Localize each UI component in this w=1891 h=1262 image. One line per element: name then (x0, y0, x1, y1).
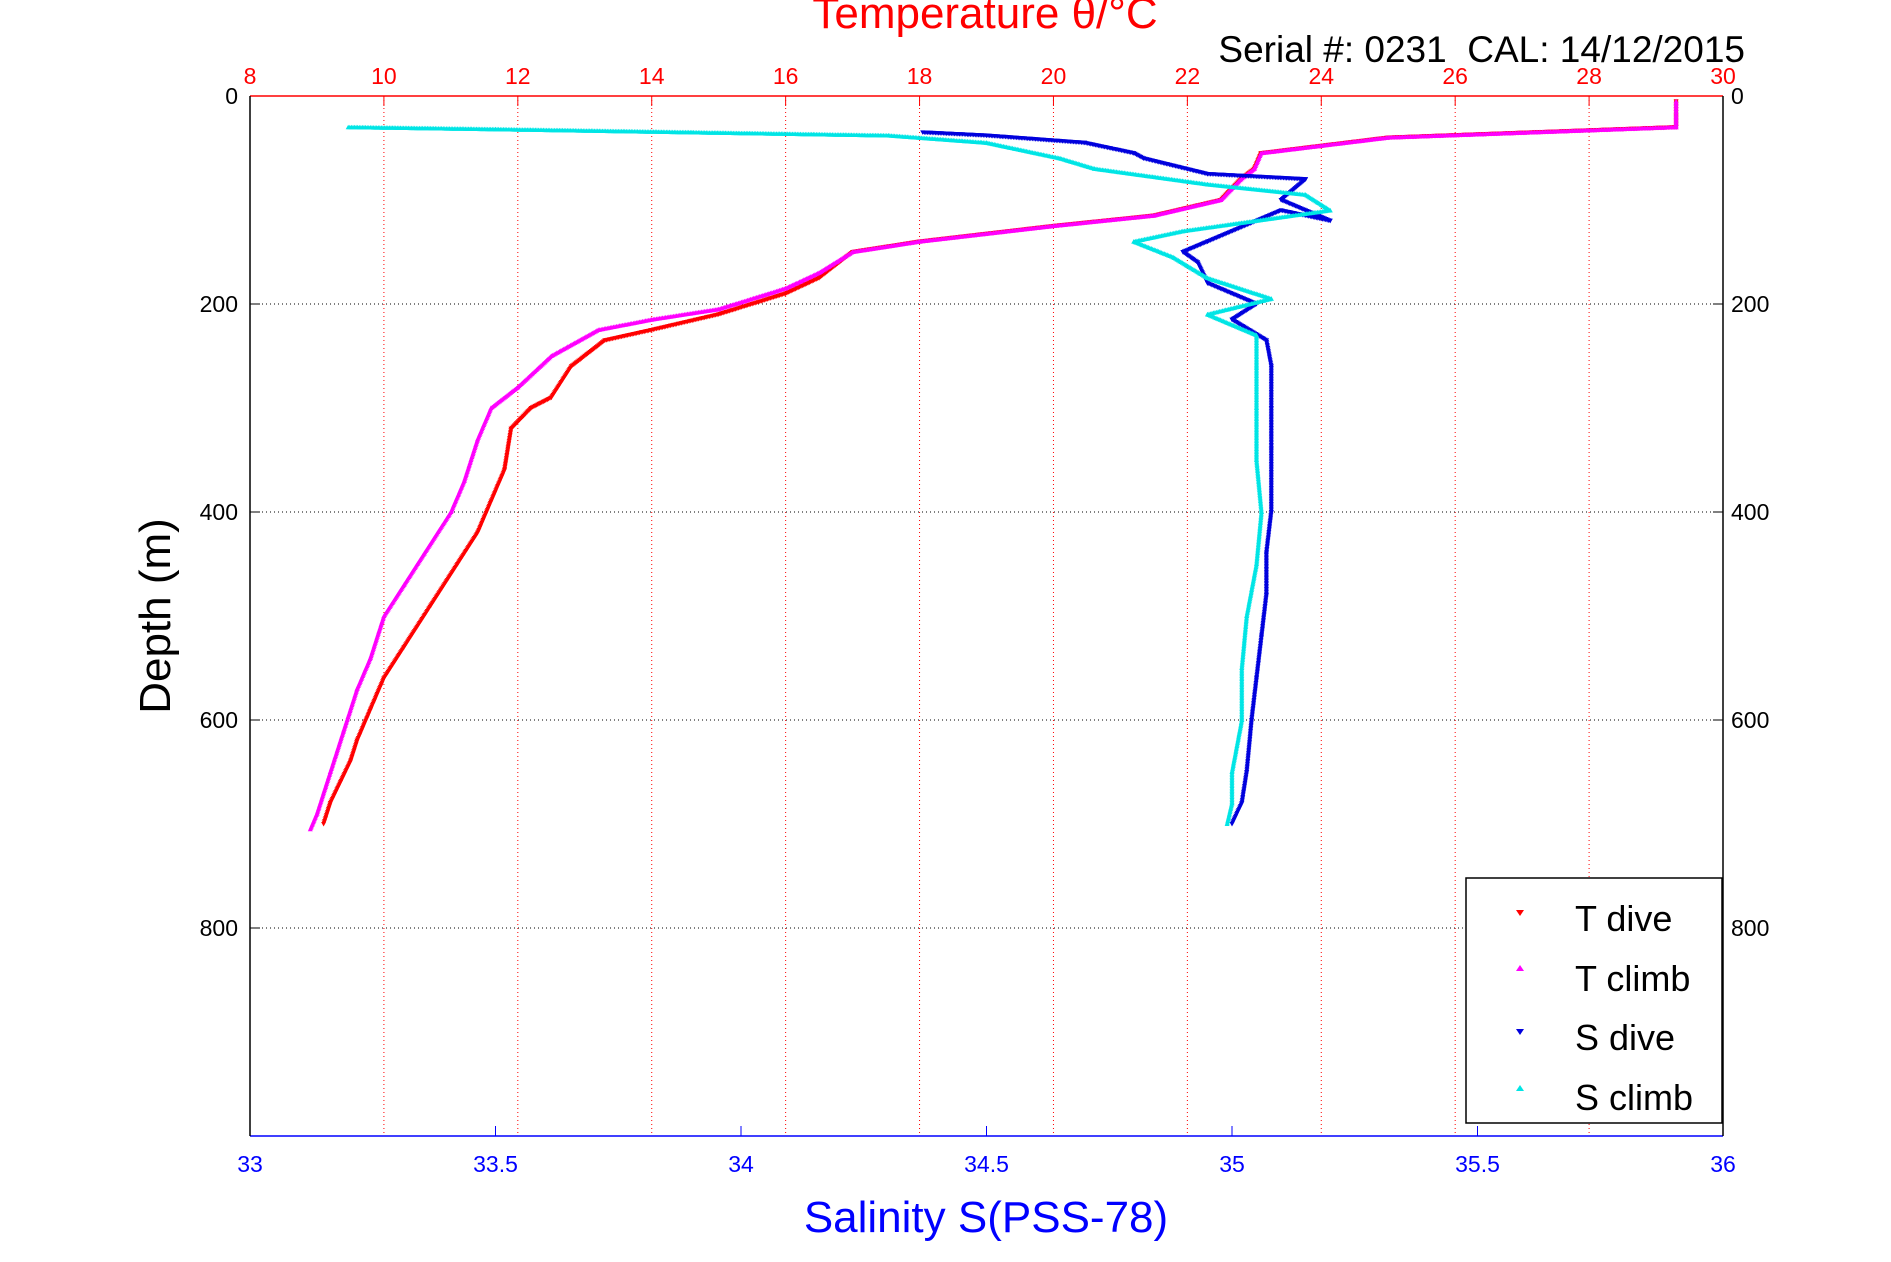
salinity-tick-label: 35 (1219, 1151, 1245, 1177)
temperature-tick-label: 24 (1308, 63, 1334, 89)
legend: T dive T climb S dive S climb (1465, 877, 1723, 1124)
salinity-tick-label: 33.5 (473, 1151, 518, 1177)
depth-tick-label: 800 (200, 915, 238, 941)
legend-marker-s-climb (1516, 1085, 1524, 1091)
y-axis-label: Depth (m) (131, 518, 180, 714)
chart-title: Temperature θ/°C (812, 0, 1157, 38)
salinity-tick-label: 36 (1710, 1151, 1736, 1177)
legend-label-s-climb: S climb (1575, 1077, 1693, 1118)
temperature-tick-label: 28 (1576, 63, 1602, 89)
salinity-tick-label: 34.5 (964, 1151, 1009, 1177)
temperature-tick-label: 12 (505, 63, 531, 89)
legend-box (1465, 877, 1723, 1124)
legend-label-s-dive: S dive (1575, 1017, 1675, 1058)
data-point (1229, 822, 1235, 827)
chart-subtitle: Serial #: 0231 CAL: 14/12/2015 (1218, 29, 1745, 70)
depth-tick-label: 600 (200, 707, 238, 733)
depth-tick-label-right: 200 (1731, 291, 1769, 317)
depth-tick-label-right: 0 (1731, 83, 1744, 109)
depth-tick-label: 400 (200, 499, 238, 525)
series-s-dive (920, 130, 1333, 827)
data-point (321, 822, 327, 827)
salinity-tick-label: 35.5 (1455, 1151, 1500, 1177)
series-s-climb (345, 124, 1333, 826)
depth-gridlines (250, 303, 1723, 929)
legend-label-t-dive: T dive (1575, 898, 1672, 939)
depth-tick-label-right: 400 (1731, 499, 1769, 525)
depth-tick-label-right: 800 (1731, 915, 1769, 941)
temperature-tick-label: 30 (1710, 63, 1736, 89)
temperature-tick-label: 8 (244, 63, 257, 89)
data-point (1224, 821, 1230, 826)
temperature-tick-label: 16 (773, 63, 799, 89)
temperature-tick-label: 18 (907, 63, 933, 89)
temperature-tick-label: 10 (371, 63, 397, 89)
temperature-tick-label: 20 (1041, 63, 1067, 89)
temperature-tick-label: 26 (1442, 63, 1468, 89)
legend-marker-t-dive (1516, 910, 1524, 916)
data-point (307, 826, 313, 832)
salinity-tick-label: 33 (237, 1151, 263, 1177)
temperature-tick-label: 22 (1175, 63, 1201, 89)
x-axis-label: Salinity S(PSS-78) (804, 1193, 1168, 1242)
series-layer (307, 98, 1679, 832)
legend-label-t-climb: T climb (1575, 958, 1690, 999)
legend-marker-t-climb (1516, 965, 1524, 971)
legend-marker-s-dive (1516, 1029, 1524, 1035)
depth-tick-label: 0 (225, 83, 238, 109)
depth-tick-label: 200 (200, 291, 238, 317)
salinity-tick-label: 34 (728, 1151, 754, 1177)
depth-tick-label-right: 600 (1731, 707, 1769, 733)
series-t-climb (307, 98, 1679, 832)
temperature-tick-label: 14 (639, 63, 665, 89)
